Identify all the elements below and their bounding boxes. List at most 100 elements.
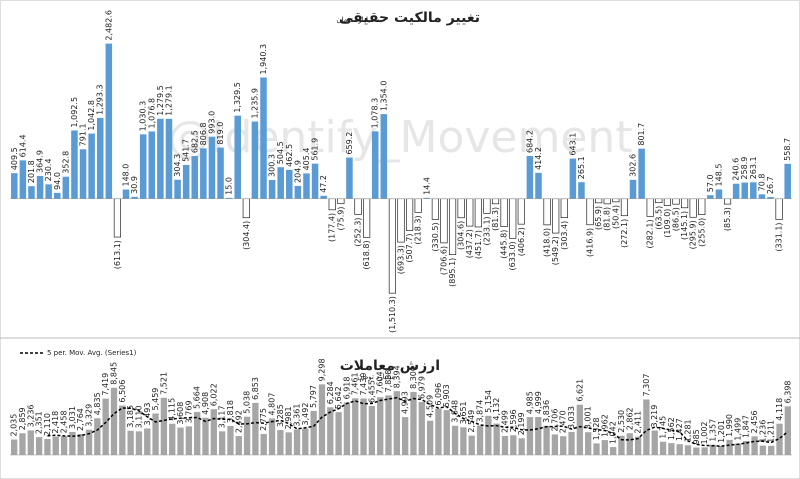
data-label: (618.8) (362, 240, 371, 269)
bar (363, 198, 371, 238)
data-label: 3,608 (176, 402, 185, 425)
bar (388, 198, 396, 294)
data-label: 1,962 (600, 414, 609, 437)
data-label: 1,281 (684, 419, 693, 442)
data-label: 4,993 (401, 391, 410, 414)
data-label: 2,706 (550, 409, 559, 432)
bar (468, 435, 475, 455)
bar (759, 445, 767, 455)
data-label: 240.6 (732, 158, 741, 181)
bar (385, 395, 392, 455)
bar (69, 431, 76, 455)
data-label: 1,236 (758, 420, 767, 443)
bar (698, 198, 706, 215)
data-label: (613.1) (113, 240, 122, 269)
data-label: 204.9 (293, 160, 302, 183)
data-label: (85.3) (723, 207, 732, 231)
data-label: 4,985 (525, 391, 534, 414)
data-label: (633.0) (508, 241, 517, 270)
data-label: (109.0) (663, 209, 672, 238)
data-label: 9,298 (317, 358, 326, 381)
data-label: 3,769 (184, 400, 193, 423)
bar (293, 429, 301, 455)
data-label: 3,031 (68, 406, 77, 429)
bar (709, 444, 717, 455)
bar (466, 198, 474, 227)
data-label: 7,838 (384, 370, 393, 393)
bar (218, 431, 226, 455)
data-label: 3,818 (226, 400, 235, 423)
bar (668, 443, 675, 455)
data-label: 6,096 (434, 383, 443, 406)
bar (476, 425, 484, 455)
bar (510, 435, 517, 455)
data-label: 7,419 (101, 373, 110, 396)
bar (776, 423, 783, 455)
bar (693, 447, 700, 455)
data-label: (304.4) (242, 221, 251, 250)
data-label: 3,836 (542, 400, 551, 423)
bar (595, 198, 603, 204)
data-label: 1,092.5 (70, 97, 79, 128)
data-label: 558.7 (783, 138, 792, 161)
bar (152, 413, 159, 455)
data-label: 6,022 (209, 383, 218, 406)
data-label: 1,354.0 (379, 81, 388, 112)
data-label: 302.6 (629, 154, 638, 177)
bar (148, 131, 156, 199)
data-label: 3,848 (451, 400, 460, 423)
data-label: 1,078.3 (371, 98, 380, 129)
bar (518, 438, 525, 455)
data-label: (895.1) (448, 258, 457, 287)
data-label: 94.0 (53, 172, 62, 190)
data-label: 2,775 (259, 408, 268, 431)
data-label: (252.3) (354, 218, 363, 247)
bar (676, 444, 683, 455)
bar (119, 405, 126, 455)
data-label: 5,154 (484, 390, 493, 413)
data-label: 643.1 (568, 133, 577, 156)
bar (715, 189, 723, 199)
data-label: (272.1) (620, 219, 629, 248)
data-label: 2,482.6 (104, 10, 113, 41)
bar (543, 198, 551, 226)
bar (277, 167, 284, 199)
data-label: (445.8) (500, 230, 509, 259)
data-label: 6,398 (783, 380, 792, 403)
chart-subtitle: به میلیارد تومان (336, 16, 382, 24)
data-label: 7,430 (359, 373, 368, 396)
data-label: (331.1) (775, 222, 784, 251)
data-label: 70.8 (757, 174, 766, 192)
data-label: 1,562 (667, 417, 676, 440)
bar (663, 198, 671, 206)
bar (401, 417, 409, 455)
data-label: 614.4 (18, 134, 27, 157)
data-label: (416.9) (586, 228, 595, 257)
bar (406, 198, 414, 231)
bar (485, 415, 492, 455)
bar (310, 410, 317, 455)
data-label: 3,236 (26, 405, 35, 428)
data-label: 3,329 (85, 404, 94, 427)
data-label: 6,506 (118, 380, 127, 403)
bar (139, 134, 147, 199)
data-label: 263.1 (749, 156, 758, 179)
bar (526, 155, 534, 199)
bar (638, 148, 645, 199)
data-label: 6,979 (417, 376, 426, 399)
data-label: (233.1) (482, 216, 491, 245)
data-label: 3,492 (301, 403, 310, 426)
data-label: 7,521 (159, 372, 168, 395)
bar (526, 417, 534, 455)
data-label: 504.5 (276, 141, 285, 164)
bar (160, 397, 168, 455)
bar (225, 197, 233, 199)
data-label: 1,279.1 (164, 85, 173, 116)
data-label: 5,642 (334, 386, 343, 409)
bar (360, 398, 367, 455)
bar (560, 436, 567, 455)
bar (743, 440, 750, 455)
data-label: 148.0 (122, 164, 131, 187)
bar (618, 435, 625, 455)
data-label: 5,903 (442, 384, 451, 407)
